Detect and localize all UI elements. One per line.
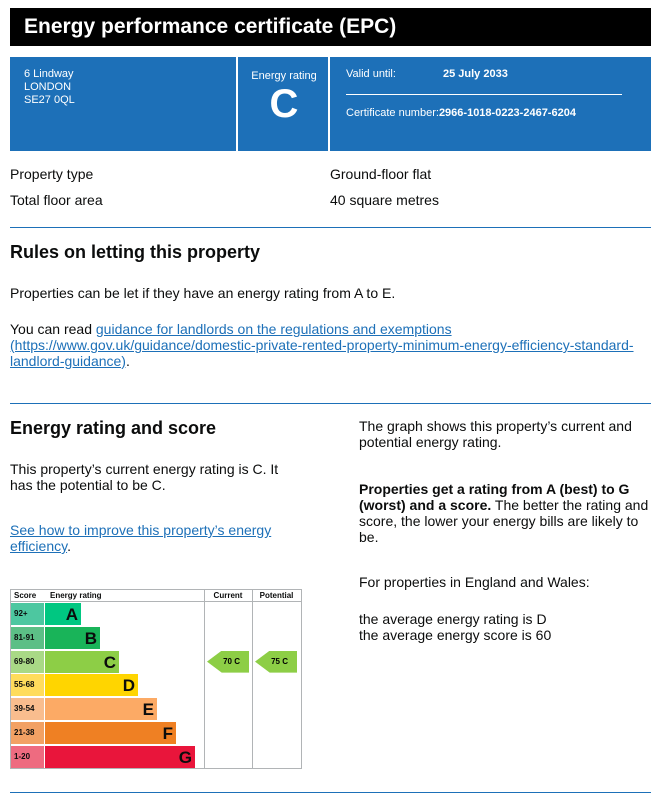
potential-column-header: Potential bbox=[252, 590, 301, 602]
column-divider bbox=[204, 590, 205, 768]
energy-rating-box: Energy rating C bbox=[240, 57, 330, 151]
property-type-label: Property type bbox=[10, 166, 94, 182]
link-suffix: . bbox=[67, 538, 71, 554]
rating-heading: Energy rating and score bbox=[10, 418, 217, 438]
band-score-b: 81-91 bbox=[11, 626, 44, 649]
improve-efficiency-link[interactable]: See how to improve this property’s energ… bbox=[10, 522, 272, 554]
band-bar-f: F bbox=[45, 722, 176, 744]
valid-until-label: Valid until: bbox=[346, 68, 396, 80]
rating-text: This property’s current energy rating is… bbox=[10, 461, 279, 493]
band-score-f: 21-38 bbox=[11, 722, 44, 744]
certificate-info: Valid until: 25 July 2033 Certificate num… bbox=[332, 57, 651, 151]
energy-rating-chart: Score Energy rating Current Potential 92… bbox=[10, 589, 302, 769]
column-divider bbox=[252, 590, 253, 768]
band-score-e: 39-54 bbox=[11, 698, 44, 721]
valid-until-date: 25 July 2033 bbox=[443, 68, 508, 80]
rules-guidance: You can read guidance for landlords on t… bbox=[10, 321, 640, 369]
band-bar-c: C bbox=[45, 650, 119, 673]
energy-rating-label: Energy rating bbox=[251, 70, 317, 82]
band-bar-g: G bbox=[45, 745, 195, 768]
england-wales-text: For properties in England and Wales: bbox=[359, 574, 590, 590]
band-bar-e: E bbox=[45, 698, 157, 721]
divider bbox=[10, 403, 651, 404]
property-address: 6 Lindway LONDON SE27 0QL bbox=[10, 57, 238, 151]
divider bbox=[346, 94, 622, 95]
address-line: SE27 0QL bbox=[24, 94, 75, 106]
rating-explanation: Properties get a rating from A (best) to… bbox=[359, 481, 654, 545]
epc-banner: 6 Lindway LONDON SE27 0QL Energy rating … bbox=[10, 57, 651, 151]
average-rating: the average energy rating is D bbox=[359, 611, 547, 627]
band-score-g: 1-20 bbox=[11, 745, 44, 768]
rules-heading: Rules on letting this property bbox=[10, 242, 261, 262]
guidance-link[interactable]: guidance for landlords on the regulation… bbox=[10, 321, 634, 369]
divider bbox=[10, 227, 651, 228]
band-bar-a: A bbox=[45, 603, 81, 625]
rules-text: Properties can be let if they have an en… bbox=[10, 285, 396, 301]
address-line: LONDON bbox=[24, 81, 72, 93]
rating-column-header: Energy rating bbox=[44, 590, 204, 602]
energy-rating-letter: C bbox=[269, 82, 299, 126]
band-score-d: 55-68 bbox=[11, 674, 44, 697]
certificate-number-label: Certificate number: bbox=[346, 107, 439, 119]
rating-explanation-text: The better the rating and score, the low… bbox=[359, 497, 649, 545]
guidance-prefix: You can read bbox=[10, 321, 96, 337]
address-line: 6 Lindway bbox=[24, 68, 74, 80]
certificate-number: 2966-1018-0223-2467-6204 bbox=[438, 107, 576, 119]
current-column-header: Current bbox=[204, 590, 252, 602]
floor-area-value: 40 square metres bbox=[330, 192, 439, 208]
page-title: Energy performance certificate (EPC) bbox=[10, 8, 651, 46]
divider bbox=[10, 792, 651, 793]
rating-explanation-bold: Properties get a rating from A (best) to… bbox=[359, 481, 630, 513]
band-bar-d: D bbox=[45, 674, 138, 697]
current-rating-arrow: 70 C bbox=[207, 650, 249, 673]
potential-rating-arrow: 75 C bbox=[255, 650, 297, 673]
floor-area-label: Total floor area bbox=[10, 192, 103, 208]
band-bar-b: B bbox=[45, 626, 100, 649]
property-type-value: Ground-floor flat bbox=[330, 166, 432, 182]
average-score: the average energy score is 60 bbox=[359, 627, 552, 643]
band-score-a: 92+ bbox=[11, 603, 44, 625]
guidance-suffix: . bbox=[125, 353, 130, 369]
band-score-c: 69-80 bbox=[11, 650, 44, 673]
graph-description: The graph shows this property’s current … bbox=[359, 418, 632, 450]
score-column-header: Score bbox=[11, 590, 44, 602]
